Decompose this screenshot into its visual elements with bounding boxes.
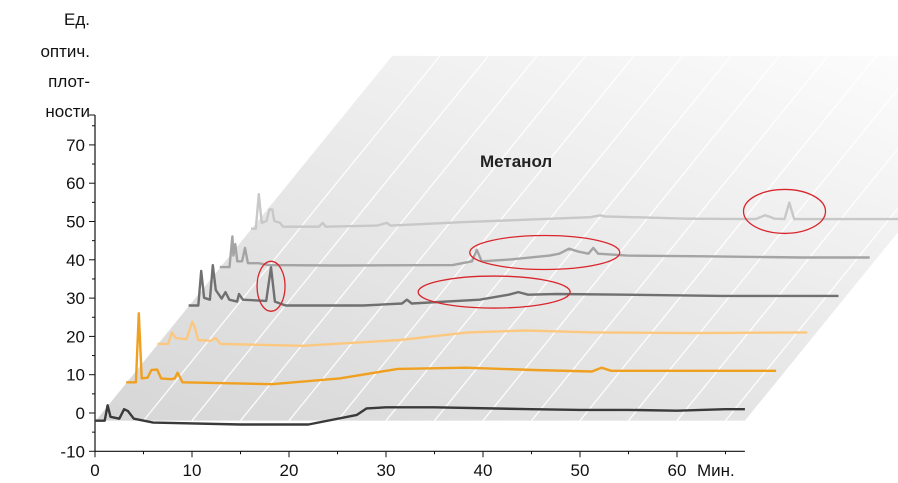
series-trace-3	[188, 264, 839, 307]
x-tick-label: 0	[90, 461, 99, 480]
y-tick-label: 20	[66, 327, 85, 346]
floor-gridline	[94, 55, 392, 422]
floor-gridline	[773, 267, 898, 422]
y-tick-label: 60	[66, 174, 85, 193]
axes: -10 0 10 20 30 40 50 60 70 0 10 20 30 40 50 60	[60, 114, 745, 480]
x-tick-label: 50	[571, 461, 590, 480]
series-trace-2	[157, 320, 808, 347]
floor-gridline	[385, 55, 683, 422]
plot-floor	[95, 55, 898, 421]
floor-gridline	[336, 55, 635, 422]
floor-gridline	[142, 55, 441, 422]
highlight-ellipse	[742, 188, 827, 235]
floor-gridline	[627, 87, 898, 422]
y-tick-label: 50	[66, 213, 85, 232]
y-tick-label: -10	[60, 442, 85, 461]
floor-gridline	[724, 207, 898, 422]
floor-gridline	[288, 55, 586, 422]
floor-plane	[95, 55, 898, 421]
y-axis-title-line-4: ности	[45, 102, 90, 121]
x-tick-label: 40	[474, 461, 493, 480]
series-trace-5	[251, 192, 898, 230]
floor-gridline	[191, 55, 489, 422]
x-tick-label: 20	[280, 461, 299, 480]
floor-gridlines	[94, 55, 898, 422]
y-axis-title-line-2: оптич.	[40, 42, 90, 61]
floor-gridline	[579, 55, 877, 422]
series-trace-0	[95, 404, 745, 426]
y-axis-title-line-1: Ед.	[64, 10, 90, 29]
x-tick-label: 10	[183, 461, 202, 480]
floor-gridline	[482, 55, 780, 422]
y-tick-label: 30	[66, 289, 85, 308]
y-tick-label: 70	[66, 136, 85, 155]
floor-gridline	[530, 55, 829, 422]
highlight-ellipses	[256, 188, 827, 312]
floor-gridline	[676, 147, 898, 422]
methanol-annotation: Метанол	[480, 152, 552, 171]
highlight-ellipse	[469, 234, 621, 271]
series-trace-4	[219, 235, 870, 269]
y-axis-title-line-3: плот-	[48, 72, 90, 91]
series-trace-1	[126, 312, 777, 386]
y-tick-label: 10	[66, 366, 85, 385]
series-traces	[95, 192, 898, 426]
highlight-ellipse	[256, 260, 286, 312]
x-tick-label: 60	[668, 461, 687, 480]
floor-gridline	[239, 55, 538, 422]
highlight-ellipse	[417, 275, 571, 309]
x-axis-unit-label: Мин.	[697, 461, 735, 480]
y-tick-label: 0	[76, 404, 85, 423]
y-tick-label: 40	[66, 251, 85, 270]
x-tick-label: 30	[377, 461, 396, 480]
